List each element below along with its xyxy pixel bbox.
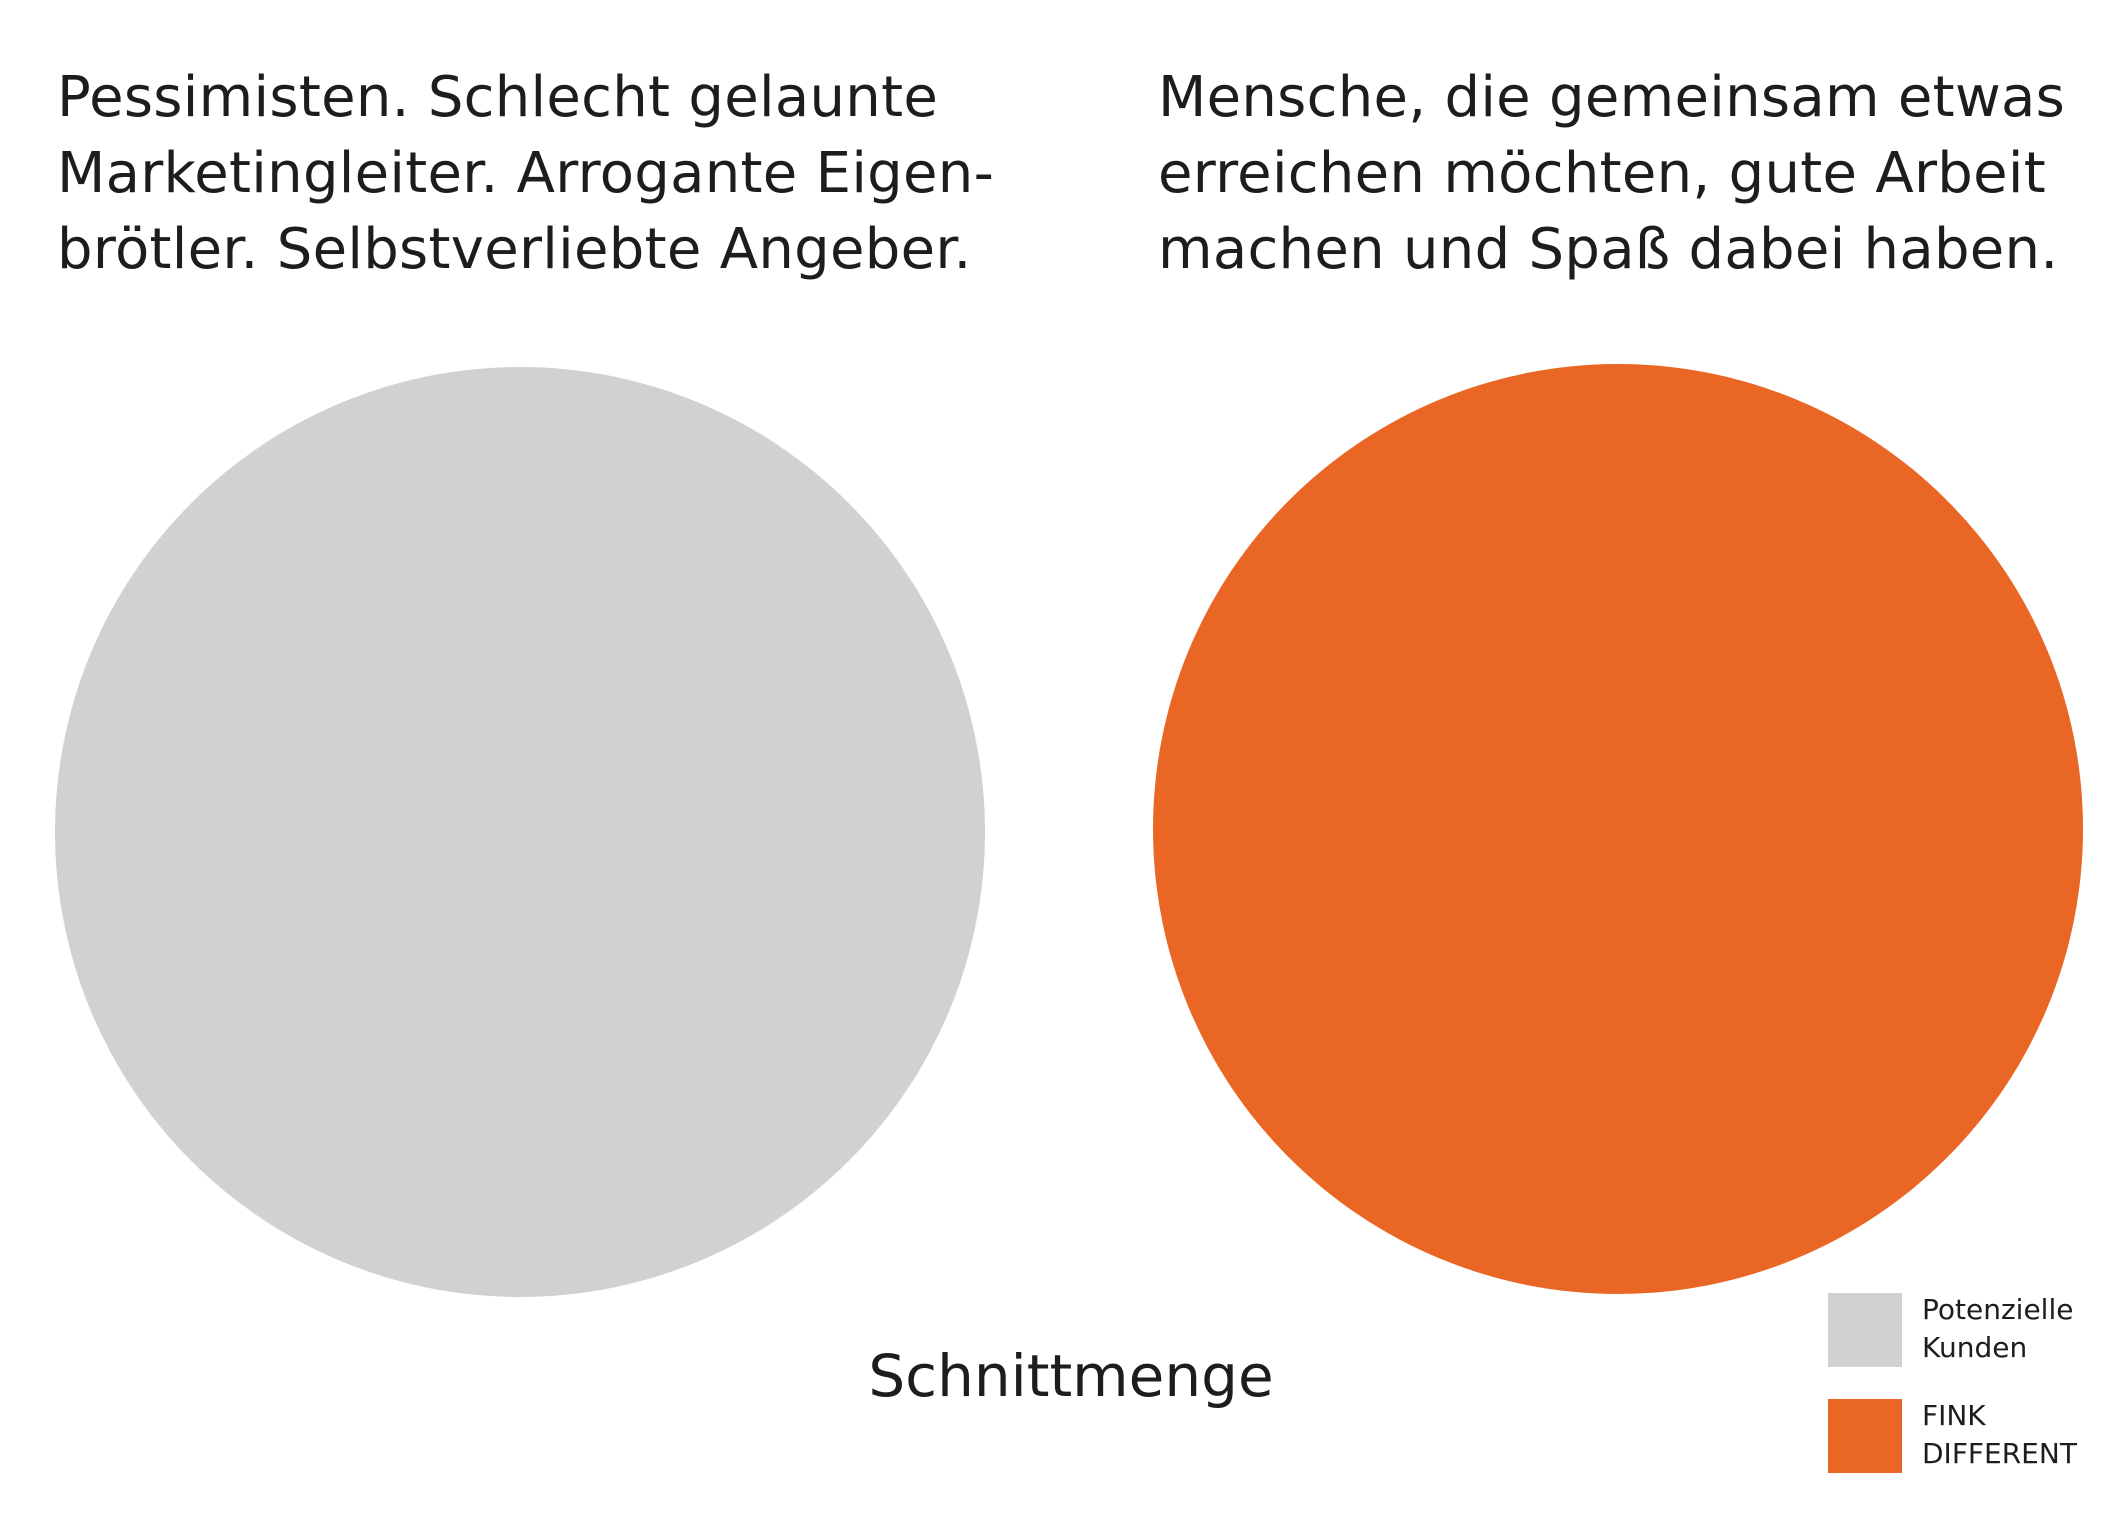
left-group-description: Pessimisten. Schlecht gelaunte Marketing… — [57, 65, 995, 282]
legend-label: FINK DIFFERENT — [1922, 1399, 2077, 1470]
legend-label: Potenzielle Kunden — [1922, 1293, 2074, 1364]
legend-item-potential-customers: Potenzielle Kunden — [1828, 1293, 2073, 1367]
legend-swatch-orange — [1828, 1399, 1902, 1473]
fink-different-circle — [1153, 364, 2083, 1294]
right-group-description: Mensche, die gemeinsam etwas erreichen m… — [1158, 65, 2066, 282]
legend-swatch-gray — [1828, 1293, 1902, 1367]
legend-item-fink-different: FINK DIFFERENT — [1828, 1399, 2077, 1473]
potential-customers-circle — [55, 367, 985, 1297]
intersection-label: Schnittmenge — [868, 1342, 1274, 1410]
